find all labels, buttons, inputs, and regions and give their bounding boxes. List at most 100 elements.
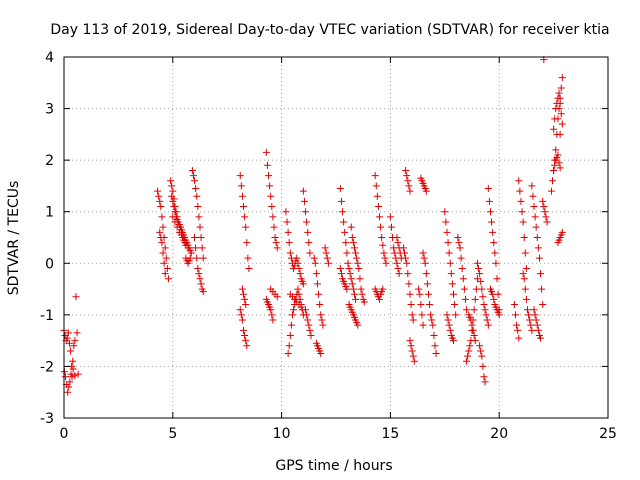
data-point xyxy=(446,259,454,267)
data-point xyxy=(410,357,418,365)
series-pass-19d xyxy=(486,285,503,319)
data-point xyxy=(241,295,249,303)
data-point xyxy=(452,311,460,319)
data-point xyxy=(157,203,165,211)
data-point xyxy=(193,254,201,262)
data-point xyxy=(240,203,248,211)
data-point xyxy=(519,270,527,278)
data-point xyxy=(304,228,312,236)
data-point xyxy=(441,208,449,216)
data-point xyxy=(159,249,167,257)
data-point xyxy=(521,249,529,257)
data-point xyxy=(478,352,486,360)
series-pass-22a xyxy=(539,197,551,226)
data-point xyxy=(187,249,195,257)
data-point xyxy=(350,244,358,252)
data-point xyxy=(344,259,352,267)
data-point xyxy=(319,321,327,329)
data-point xyxy=(542,213,550,221)
data-point xyxy=(442,218,450,226)
data-point xyxy=(360,298,368,306)
data-point xyxy=(156,197,164,205)
data-point xyxy=(269,316,277,324)
data-point xyxy=(154,187,162,195)
data-point xyxy=(193,192,201,200)
data-point xyxy=(454,234,462,241)
data-point xyxy=(394,239,402,247)
data-point xyxy=(287,321,295,329)
series-pass-11d xyxy=(312,339,325,358)
data-point xyxy=(64,388,72,396)
data-point xyxy=(491,249,499,257)
data-point xyxy=(488,218,496,226)
data-point xyxy=(195,213,203,221)
chart-title: Day 113 of 2019, Sidereal Day-to-day VTE… xyxy=(50,22,609,38)
data-point xyxy=(381,254,389,262)
data-point xyxy=(73,329,81,337)
data-point xyxy=(399,244,407,252)
data-point xyxy=(532,316,540,324)
data-point xyxy=(241,213,249,221)
series-pass-13b xyxy=(345,301,362,329)
data-point xyxy=(416,290,424,298)
data-point xyxy=(345,264,353,272)
data-point xyxy=(407,301,415,309)
data-point xyxy=(457,254,465,262)
series-pass-04a xyxy=(154,187,172,283)
data-point xyxy=(444,239,452,247)
series-pass-22d xyxy=(550,151,564,174)
data-point xyxy=(69,365,77,373)
data-point xyxy=(269,213,277,221)
data-point xyxy=(273,293,281,301)
data-point xyxy=(282,208,290,216)
data-point xyxy=(533,321,541,329)
y-tick-label: -2 xyxy=(40,359,54,375)
data-point xyxy=(267,192,275,200)
series-pass-16c xyxy=(419,249,440,358)
data-point xyxy=(168,192,176,200)
series-pass-08b xyxy=(236,306,251,350)
series-pass-12a xyxy=(321,244,332,267)
series-pass-20a xyxy=(510,301,523,342)
series-pass-19b xyxy=(476,342,489,386)
data-point xyxy=(356,275,364,283)
data-point xyxy=(406,187,414,195)
data-point xyxy=(531,311,539,319)
data-point xyxy=(479,293,487,301)
data-point xyxy=(404,177,412,185)
data-point xyxy=(484,185,492,193)
data-point xyxy=(409,352,417,360)
data-point xyxy=(158,239,166,247)
data-point xyxy=(273,244,281,252)
data-point xyxy=(407,342,415,350)
data-point xyxy=(336,185,344,193)
data-point xyxy=(379,241,387,249)
data-point xyxy=(197,234,205,241)
data-point xyxy=(315,290,323,298)
data-point xyxy=(353,254,361,262)
data-point xyxy=(489,228,497,236)
data-point xyxy=(245,264,253,272)
data-point xyxy=(479,362,487,370)
data-point xyxy=(456,244,464,252)
y-axis-label: SDTVAR / TECUs xyxy=(6,181,22,296)
data-point xyxy=(352,249,360,257)
x-tick-label: 15 xyxy=(381,426,399,442)
data-point xyxy=(238,316,246,324)
data-point xyxy=(157,234,165,241)
series-pass-09a xyxy=(262,148,281,252)
data-point xyxy=(466,342,474,350)
data-point xyxy=(517,197,525,205)
data-point xyxy=(348,280,356,288)
data-point xyxy=(558,74,566,82)
data-point xyxy=(171,218,179,226)
data-point xyxy=(481,378,489,386)
data-point xyxy=(489,290,497,298)
data-point xyxy=(443,228,451,236)
series-pass-13a xyxy=(347,223,368,306)
data-point xyxy=(169,187,177,195)
data-point xyxy=(432,350,440,358)
data-point xyxy=(163,264,171,272)
data-point xyxy=(244,254,252,262)
